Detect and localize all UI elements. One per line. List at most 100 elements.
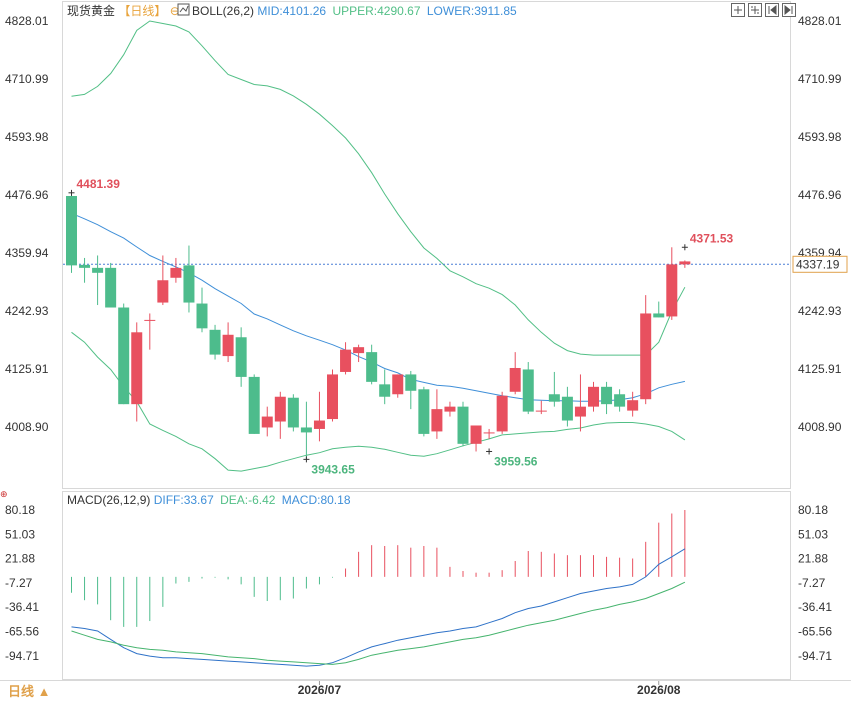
price-tick-right: 4008.90 — [798, 420, 842, 434]
boll-title: BOLL(26,2) — [192, 4, 254, 18]
macd-tick-left: 51.03 — [5, 527, 35, 541]
annotation-label: 4481.39 — [77, 177, 121, 191]
macd-tick-left: -36.41 — [5, 600, 39, 614]
candle-body — [666, 264, 678, 317]
candle-body — [300, 427, 312, 433]
last-price-label: 4337.19 — [796, 257, 840, 271]
boll-legend: BOLL(26,2) MID:4101.26 UPPER:4290.67 LOW… — [192, 4, 517, 18]
boll-bands — [63, 20, 790, 472]
header-legend: 现货黄金 【日线】 ⊖ — [67, 3, 180, 18]
macd-tick-left: -94.71 — [5, 649, 39, 663]
boll-mid-line — [71, 212, 686, 402]
candle-body — [522, 369, 534, 412]
candle-body — [405, 374, 417, 391]
candle-body — [170, 267, 182, 278]
candle-body — [157, 280, 169, 303]
macd-panel — [62, 491, 791, 680]
last-price-box — [792, 255, 848, 273]
macd-tick-left: -7.27 — [5, 576, 33, 590]
price-tick-left: 4359.94 — [5, 246, 49, 260]
candle-body — [92, 267, 104, 273]
candle-body — [274, 396, 286, 422]
candle-body — [614, 394, 626, 407]
macd-tick-right: 51.03 — [798, 527, 828, 541]
candle-body — [105, 267, 117, 308]
price-tick-left: 4242.93 — [5, 304, 49, 318]
boll-lower-line — [71, 331, 686, 472]
candle-body — [353, 347, 365, 354]
candle-body — [627, 400, 639, 411]
macd-tick-right: -94.71 — [798, 649, 832, 663]
price-tick-left: 4125.91 — [5, 362, 49, 376]
candle-body — [131, 332, 143, 405]
step-back-icon[interactable] — [765, 3, 779, 17]
candle-body — [574, 406, 586, 417]
toolbar — [731, 3, 796, 17]
candle-body — [509, 367, 521, 392]
x-tick-label: 2026/08 — [637, 683, 681, 697]
boll-upper-line — [71, 20, 686, 356]
shrink-icon[interactable] — [748, 3, 762, 17]
boll-mid: MID:4101.26 — [257, 4, 326, 18]
period-toggle[interactable]: 日线 ▲ — [8, 684, 50, 699]
price-tick-left: 4476.96 — [5, 188, 49, 202]
macd-tick-right: 80.18 — [798, 503, 828, 517]
annotation-label: 3959.56 — [494, 454, 538, 468]
candles — [66, 192, 691, 460]
price-tick-left: 4008.90 — [5, 420, 49, 434]
axis-ticks: 4828.01 4828.01 4710.99 4710.99 4593.98 4593.… — [5, 14, 848, 697]
candle-body — [327, 374, 338, 420]
candle-body — [379, 384, 391, 397]
candle-body — [470, 425, 482, 444]
boll-upper: UPPER:4290.67 — [332, 4, 420, 18]
candle-body — [209, 329, 221, 355]
candle-body — [144, 319, 156, 321]
candle-body — [66, 195, 77, 266]
candle-body — [444, 406, 456, 412]
candle-body — [248, 376, 260, 434]
price-tick-right: 4125.91 — [798, 362, 842, 376]
macd-value: MACD:80.18 — [282, 493, 351, 507]
dea-line — [71, 581, 686, 665]
annotation-label: 3943.65 — [311, 462, 355, 476]
price-tick-left: 4828.01 — [5, 14, 49, 28]
candle-body — [457, 406, 469, 444]
price-tick-right: 4476.96 — [798, 188, 842, 202]
diff-line — [71, 548, 686, 667]
candle-body — [196, 303, 208, 329]
candle-body — [340, 349, 352, 372]
candle-body — [118, 307, 130, 405]
boll-toggle-glyph — [179, 5, 189, 13]
price-tick-right: 4593.98 — [798, 130, 842, 144]
macd-tick-left: -65.56 — [5, 625, 39, 639]
period-selector[interactable]: 【日线】 — [118, 4, 166, 18]
macd-series — [71, 510, 686, 667]
candle-body — [601, 386, 613, 405]
candle-body — [653, 313, 665, 318]
macd-tick-right: -7.27 — [798, 576, 826, 590]
candle-body — [496, 395, 508, 432]
macd-tick-left: 80.18 — [5, 503, 35, 517]
boll-lower: LOWER:3911.85 — [427, 4, 517, 18]
boll-toggle-icon[interactable] — [177, 3, 190, 16]
candle-body — [588, 386, 599, 407]
candle-body — [287, 397, 299, 428]
annotation-label: 4371.53 — [690, 231, 734, 245]
macd-tick-left: 21.88 — [5, 552, 35, 566]
candle-body — [183, 265, 195, 303]
candle-body — [561, 396, 573, 421]
macd-dea: DEA:-6.42 — [220, 493, 276, 507]
macd-tick-right: -36.41 — [798, 600, 832, 614]
candle-body — [313, 420, 325, 429]
jump-end-icon[interactable] — [782, 3, 796, 17]
macd-tick-right: 21.88 — [798, 552, 828, 566]
candle-body — [431, 409, 443, 432]
price-tick-right: 4828.01 — [798, 14, 842, 28]
candle-body — [392, 374, 404, 395]
candle-body — [535, 410, 547, 412]
price-tick-right: 4242.93 — [798, 304, 842, 318]
period-caret-icon[interactable]: ⊖ — [170, 4, 180, 18]
candle-body — [235, 337, 247, 377]
expand-icon[interactable] — [731, 3, 745, 17]
